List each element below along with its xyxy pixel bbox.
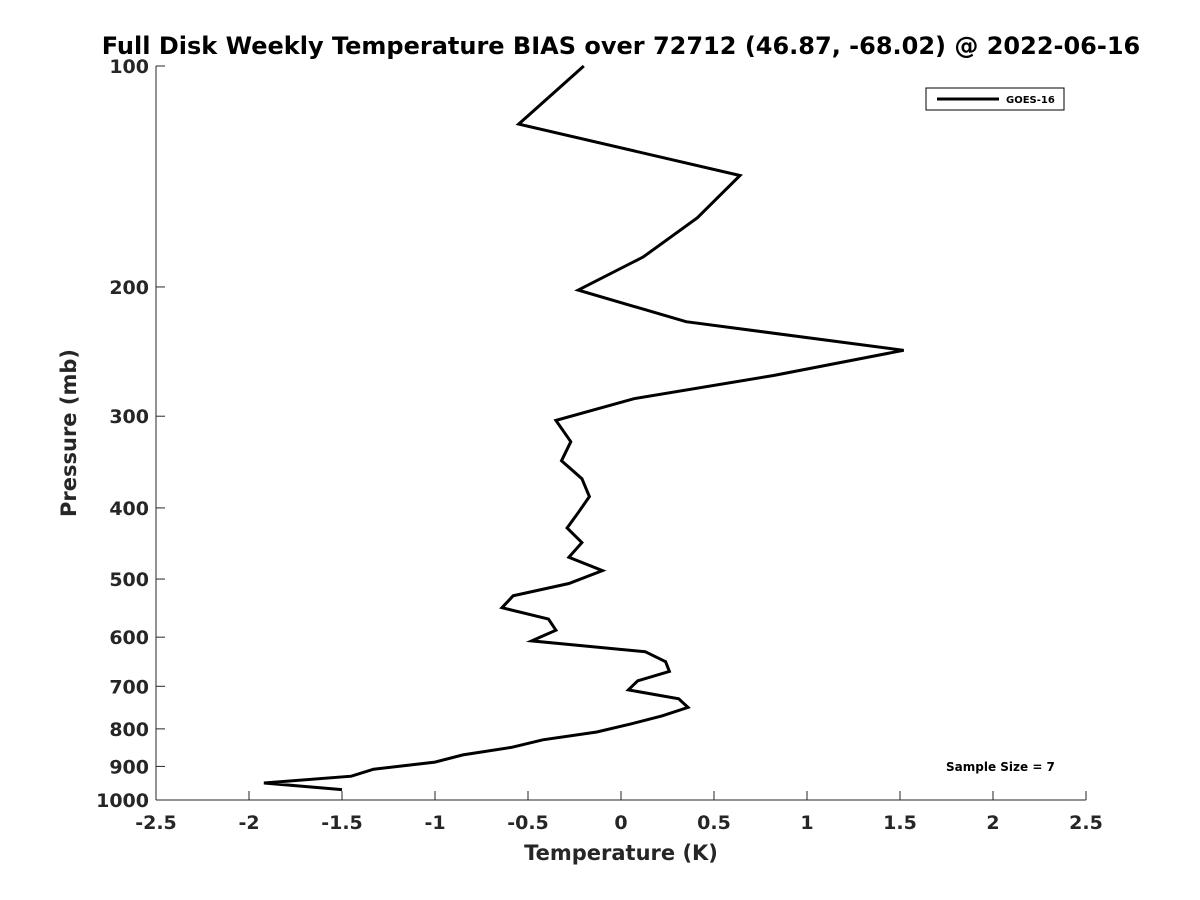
- x-tick-label: 0: [614, 812, 627, 834]
- legend: GOES-16: [925, 87, 1065, 111]
- y-tick-label: 600: [109, 627, 149, 649]
- y-tick-label: 800: [109, 719, 149, 741]
- x-tick-label: 1.5: [883, 812, 917, 834]
- y-tick-label: 900: [109, 756, 149, 778]
- x-tick-label: -1: [424, 812, 445, 834]
- x-tick-label: 2: [986, 812, 999, 834]
- x-tick-label: 2.5: [1069, 812, 1103, 834]
- x-axis-ticks: -2.5 -2 -1.5 -1 -0.5 0 0.5 1 1.5 2 2.5: [135, 791, 1103, 834]
- series-line-goes-16: [263, 64, 904, 792]
- y-tick-label: 700: [109, 676, 149, 698]
- x-tick-label: 1: [800, 812, 813, 834]
- y-tick-label: 1000: [96, 790, 149, 812]
- x-tick-label: -2: [238, 812, 259, 834]
- y-tick-label: 500: [109, 569, 149, 591]
- x-tick-label: 0.5: [697, 812, 731, 834]
- legend-label-goes-16: GOES-16: [1006, 95, 1055, 106]
- y-axis-ticks: 100 200 300 400 500 600 700 800 900 1000: [96, 56, 165, 812]
- y-tick-label: 400: [109, 498, 149, 520]
- sample-size-annotation: Sample Size = 7: [946, 760, 1055, 774]
- y-axis-label: Pressure (mb): [57, 349, 81, 517]
- chart-title: Full Disk Weekly Temperature BIAS over 7…: [102, 32, 1141, 60]
- x-axis-label: Temperature (K): [524, 841, 718, 865]
- x-tick-label: -2.5: [135, 812, 177, 834]
- x-tick-label: -0.5: [507, 812, 549, 834]
- y-tick-label: 300: [109, 406, 149, 428]
- y-tick-label: 100: [109, 56, 149, 78]
- x-tick-label: -1.5: [321, 812, 363, 834]
- y-tick-label: 200: [109, 277, 149, 299]
